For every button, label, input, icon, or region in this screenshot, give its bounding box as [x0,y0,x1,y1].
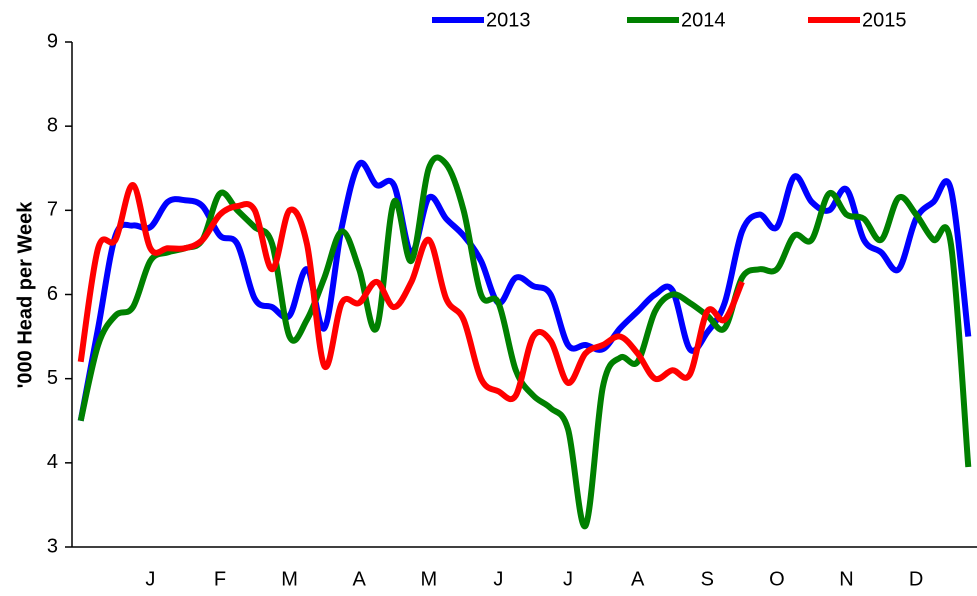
x-tick-label: O [769,568,785,590]
x-tick-label: A [631,568,645,590]
y-tick-label: 7 [47,199,58,221]
x-tick-label: N [839,568,853,590]
legend-label: 2013 [486,9,531,31]
x-tick-label: J [563,568,573,590]
x-tick-label: M [281,568,298,590]
x-tick-label: F [214,568,226,590]
x-tick-label: D [909,568,923,590]
line [77,154,972,529]
x-tick-label: A [352,568,366,590]
y-tick-label: 4 [47,451,58,473]
line [77,182,745,403]
y-tick-label: 9 [47,30,58,52]
legend-label: 2015 [862,9,907,31]
y-tick-label: 3 [47,535,58,557]
x-tick-label: M [420,568,437,590]
y-tick-label: 5 [47,367,58,389]
x-tick-label: J [145,568,155,590]
y-tick-label: 6 [47,283,58,305]
y-axis-label: '000 Head per Week [14,201,36,389]
x-tick-label: J [493,568,503,590]
y-tick-label: 8 [47,114,58,136]
legend-label: 2014 [681,9,726,31]
line [77,159,972,422]
x-tick-label: S [701,568,714,590]
